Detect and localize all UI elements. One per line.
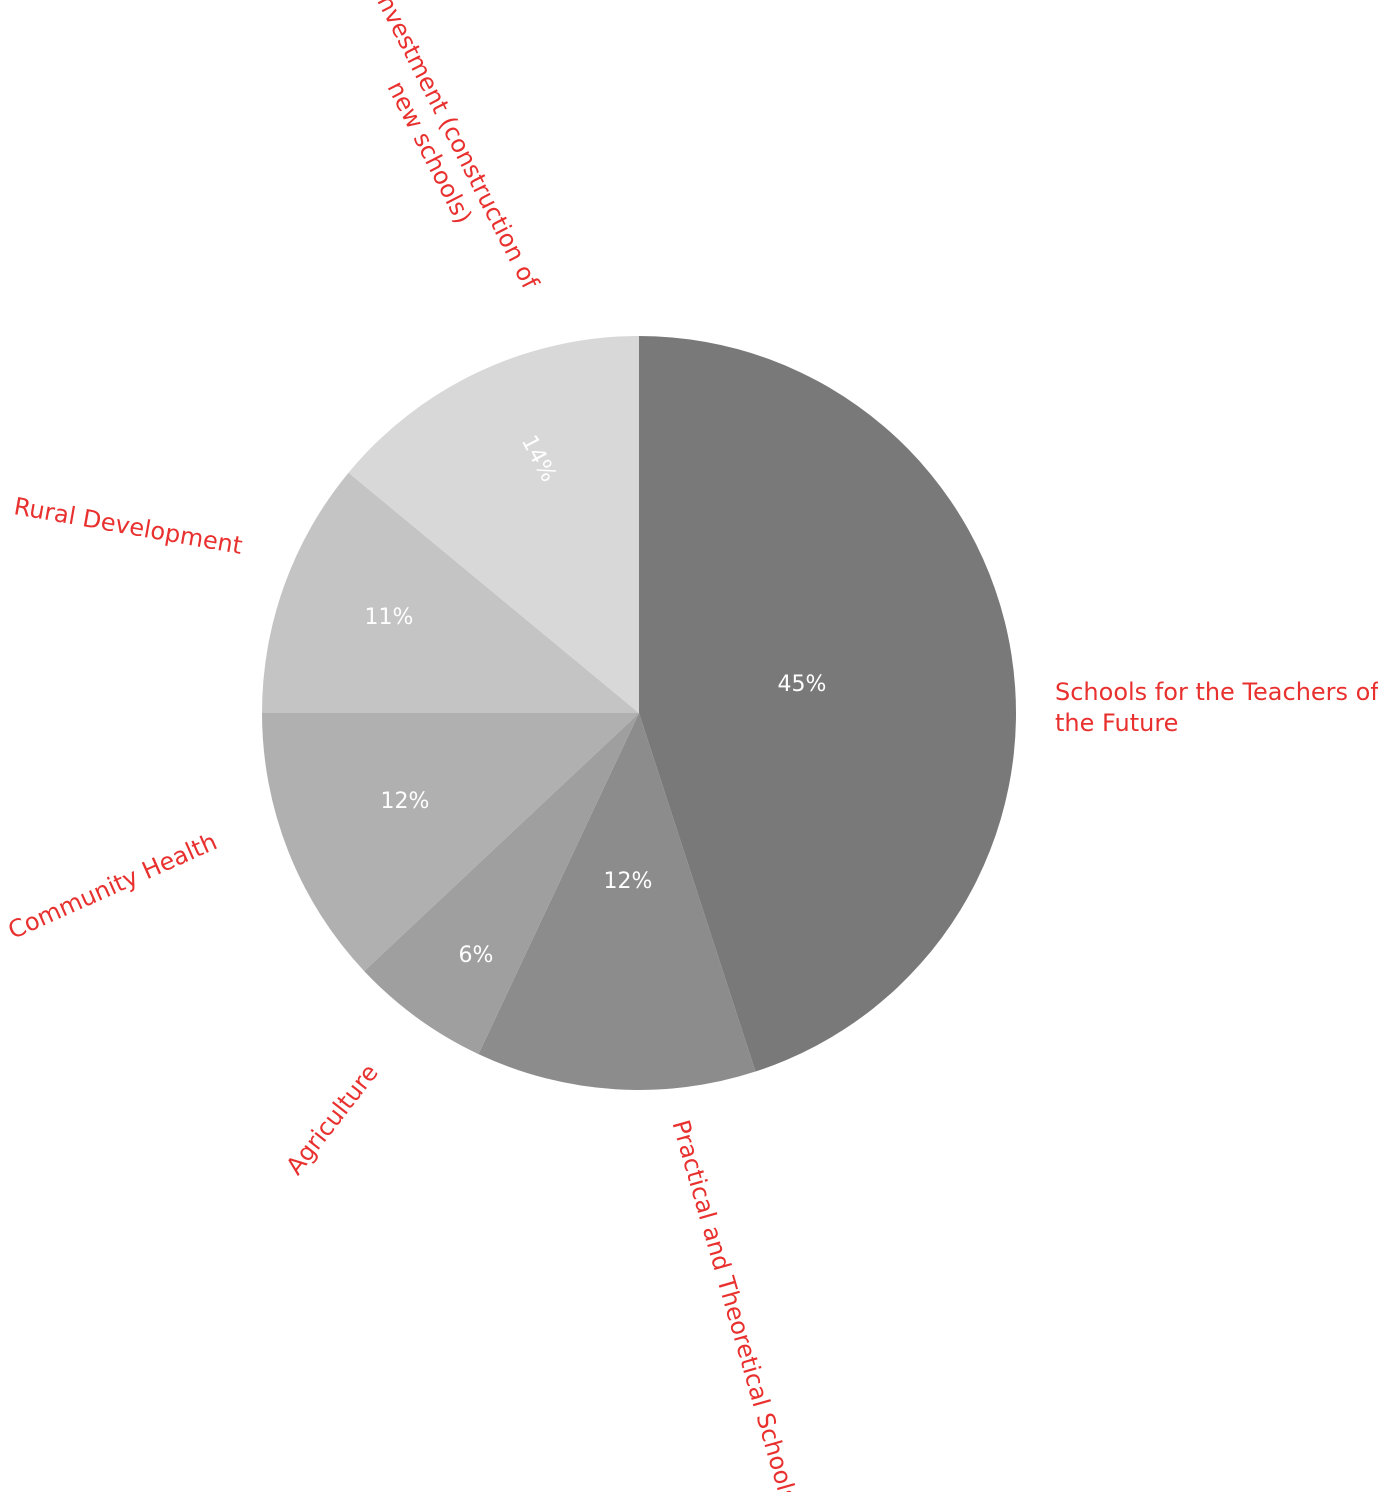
pie-slice-agriculture [364, 713, 639, 1055]
category-label-line: Practical and Theoretical Schools [667, 1117, 803, 1492]
slice-value-label: 45% [778, 672, 827, 697]
category-label-agriculture: Agriculture [281, 1059, 384, 1180]
category-label-line: Agriculture [281, 1059, 384, 1180]
category-label-practical-and-theoretical-schools: Practical and Theoretical Schools [667, 1117, 803, 1492]
category-label-line: the Future [1055, 709, 1178, 737]
category-label-community-health: Community Health [4, 827, 221, 944]
category-label-line: Community Health [4, 827, 221, 944]
category-label-schools-for-the-teachers-of-the-future: Schools for the Teachers of the Future [1055, 678, 1378, 737]
category-label-line: Rural Development [12, 492, 245, 560]
pie-slice-practical-and-theoretical-schools [478, 713, 756, 1091]
pie-slice-community-health [262, 713, 639, 972]
slice-value-label: 6% [459, 943, 494, 968]
category-label-line: Schools for the Teachers of [1055, 678, 1378, 706]
slice-value-label: 12% [381, 789, 430, 814]
pie-slices [262, 336, 1017, 1091]
pie-slice-investment-construction-of-new-schools [348, 336, 639, 713]
category-label-line: Investment (construction of [368, 0, 544, 294]
pie-slice-rural-development [262, 472, 639, 713]
category-label-rural-development: Rural Development [12, 492, 245, 560]
pie-slice-schools-for-the-teachers-of-the-future [639, 336, 1017, 1072]
slice-value-label: 11% [365, 605, 414, 630]
slice-value-label: 12% [604, 869, 653, 894]
